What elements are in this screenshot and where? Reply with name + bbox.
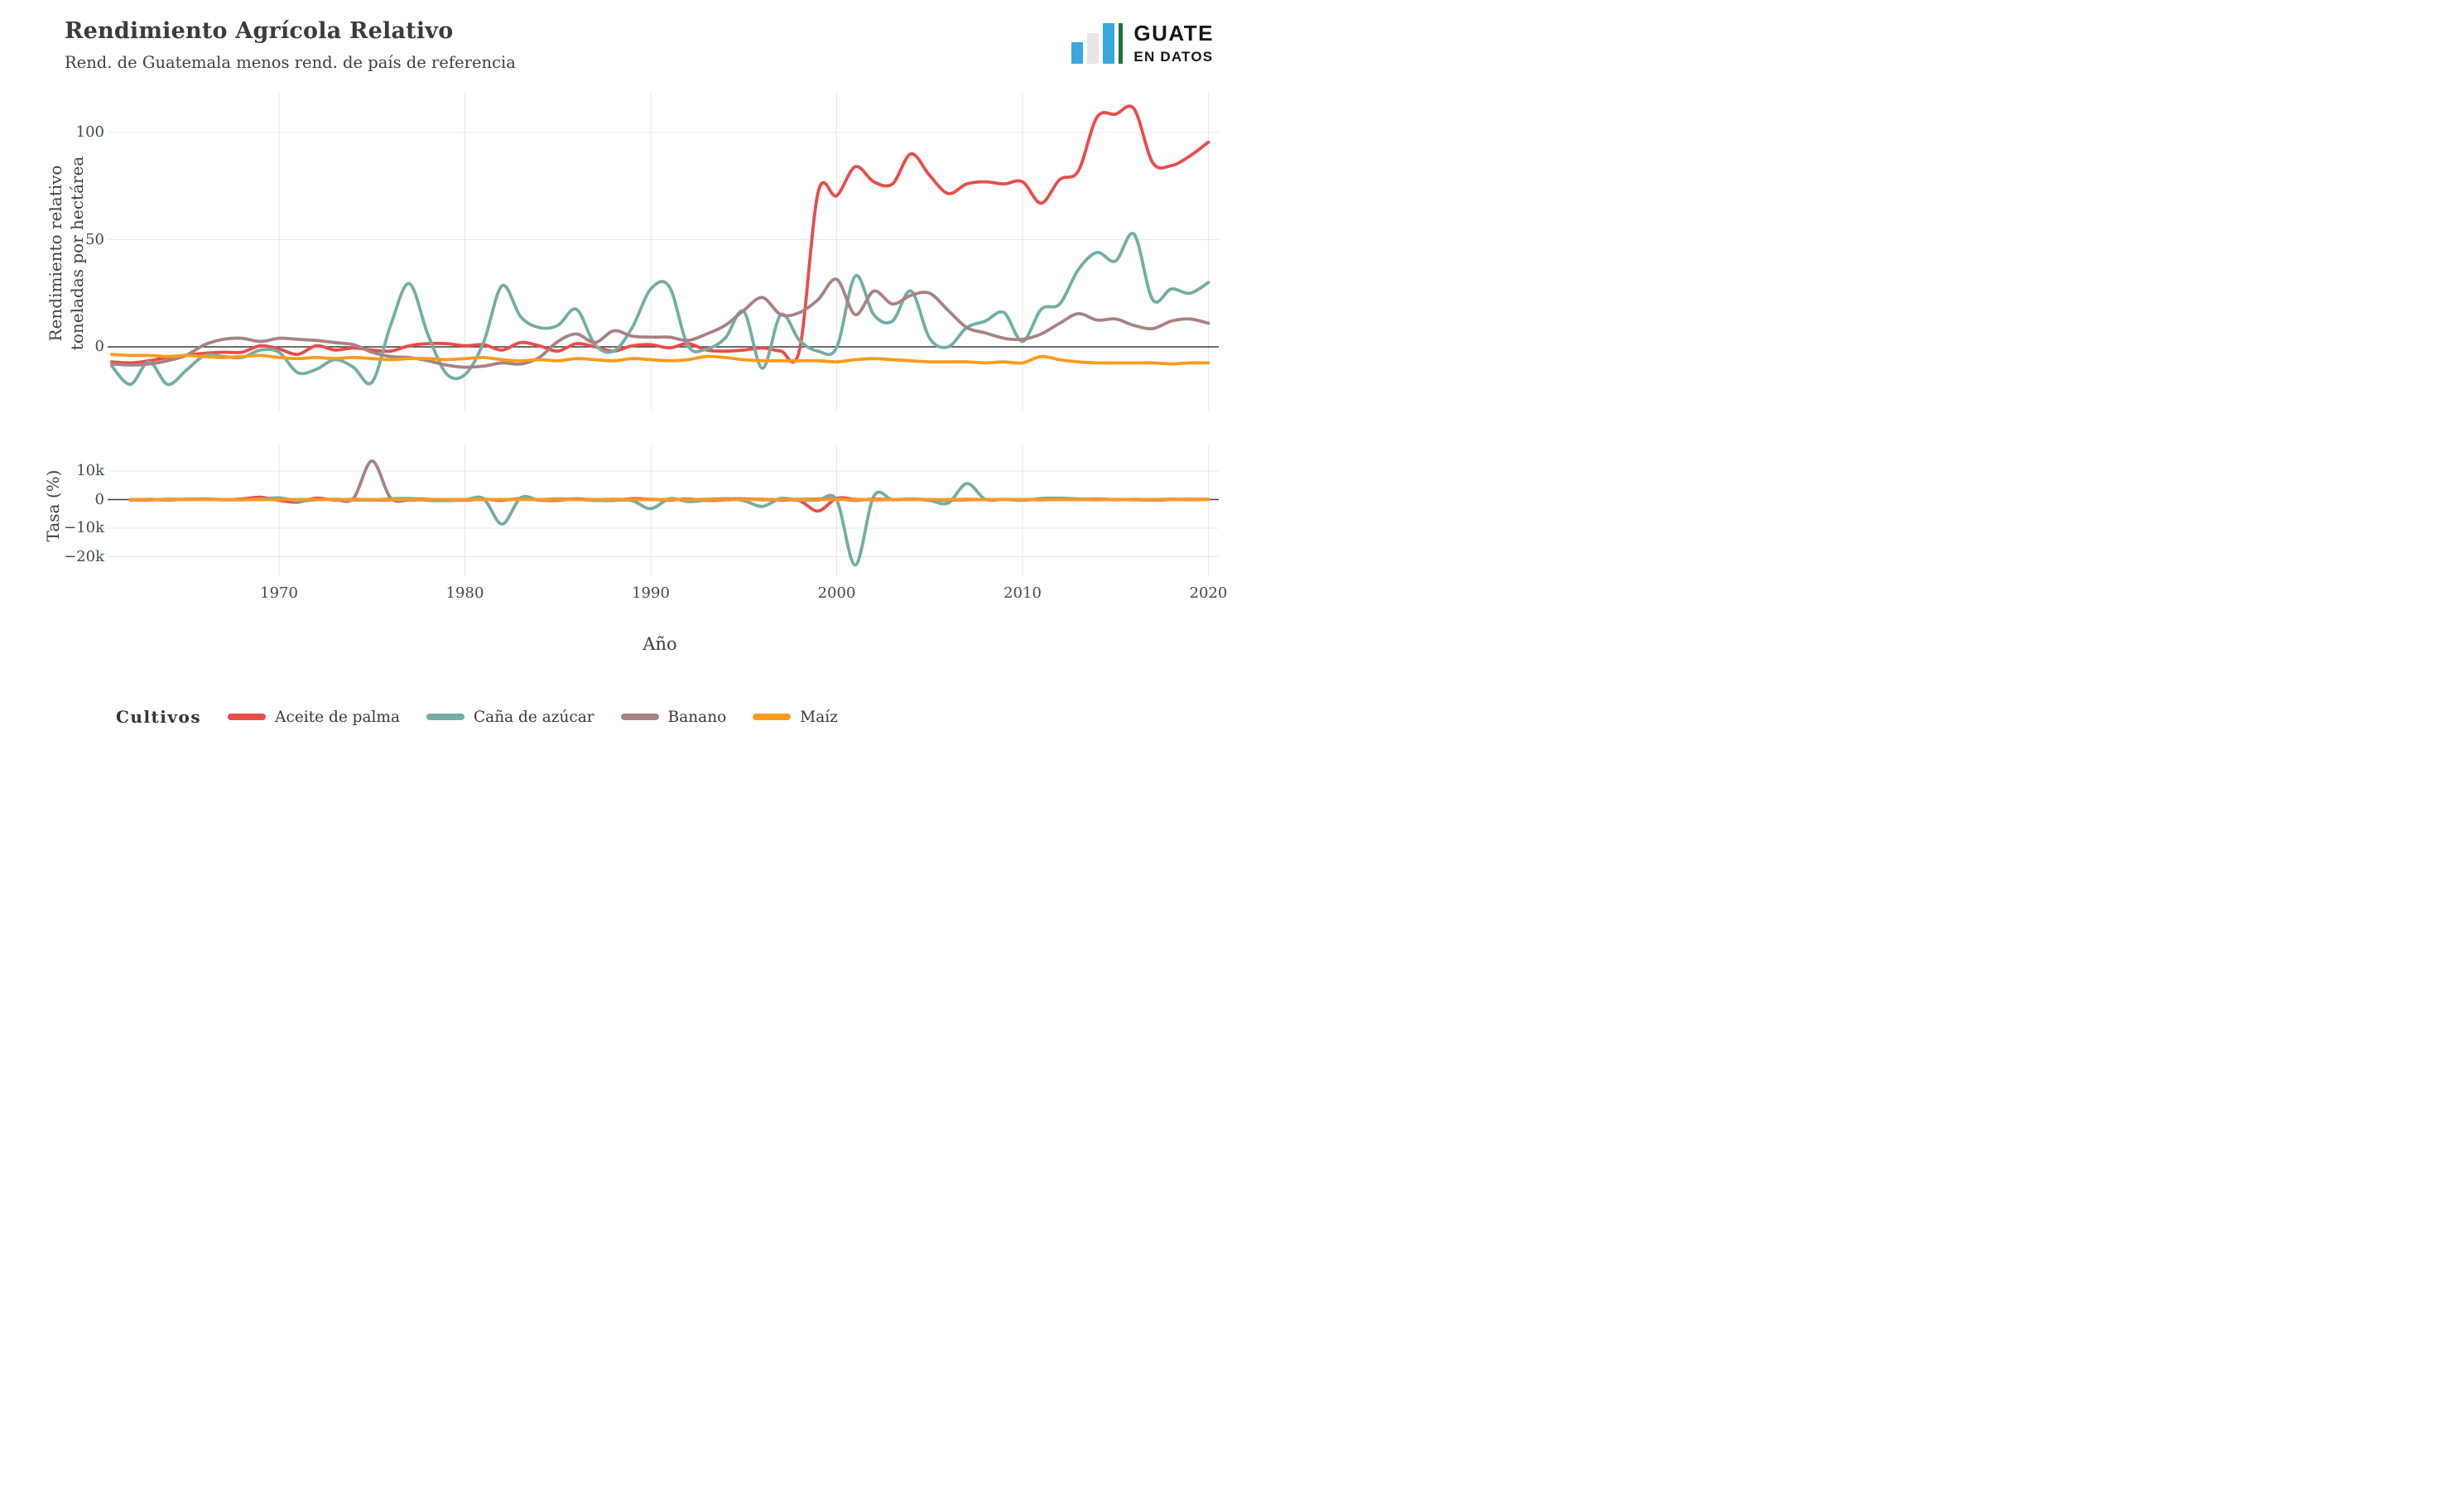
legend-item-aceite-de-palma[interactable]: Aceite de palma bbox=[228, 709, 400, 726]
legend-swatch bbox=[753, 714, 792, 720]
x-tick-2000: 2000 bbox=[817, 584, 856, 602]
legend-item-ca-a-de-az-car[interactable]: Caña de azúcar bbox=[426, 709, 594, 726]
legend-label: Aceite de palma bbox=[275, 708, 401, 726]
legend-label: Banano bbox=[667, 708, 727, 726]
legend-item-ma-z[interactable]: Maíz bbox=[753, 709, 838, 726]
legend-swatch bbox=[426, 714, 465, 720]
series-ma-z-top[interactable] bbox=[110, 353, 1210, 366]
x-axis-title: Año bbox=[642, 634, 677, 654]
y-axis-title-line2: toneladas por hectárea bbox=[67, 156, 87, 351]
logo-text-line2: EN DATOS bbox=[1133, 49, 1214, 65]
legend-label: Maíz bbox=[800, 708, 838, 726]
series-banano-top[interactable] bbox=[110, 277, 1210, 369]
top-chart[interactable] bbox=[108, 93, 1219, 411]
top-y-tick-50: 50 bbox=[85, 230, 104, 248]
page-subtitle: Rend. de Guatemala menos rend. de país d… bbox=[65, 53, 516, 72]
x-tick-1980: 1980 bbox=[445, 584, 484, 602]
legend-swatch bbox=[620, 714, 659, 720]
bottom-y-tick-−20k: −20k bbox=[64, 547, 104, 565]
guate-en-datos-logo: GUATE EN DATOS bbox=[1071, 21, 1214, 65]
logo-text-line1: GUATE bbox=[1133, 21, 1214, 46]
top-chart-y-axis-title: Rendimiento relativo toneladas por hectá… bbox=[45, 104, 88, 402]
bottom-y-tick-0: 0 bbox=[94, 490, 104, 508]
legend-swatch bbox=[228, 714, 267, 720]
bottom-y-tick-10k: 10k bbox=[76, 462, 104, 479]
series-aceite-de-palma-top[interactable] bbox=[110, 104, 1210, 365]
logo-bar-small bbox=[1071, 42, 1084, 64]
top-y-tick-100: 100 bbox=[75, 123, 104, 141]
legend-label: Caña de azúcar bbox=[474, 708, 594, 726]
logo-text: GUATE EN DATOS bbox=[1133, 21, 1214, 65]
legend-item-banano[interactable]: Banano bbox=[620, 708, 727, 726]
page-title: Rendimiento Agrícola Relativo bbox=[65, 18, 454, 44]
x-tick-1990: 1990 bbox=[632, 584, 670, 602]
top-y-tick-0: 0 bbox=[94, 338, 104, 355]
logo-bar-medium bbox=[1087, 33, 1100, 64]
series-banano-bottom[interactable] bbox=[128, 459, 1210, 503]
legend: Cultivos Aceite de palma Caña de azúcar Ba… bbox=[116, 707, 838, 727]
bottom-y-tick-−10k: −10k bbox=[64, 519, 104, 536]
logo-bar-large bbox=[1103, 23, 1115, 64]
x-tick-2010: 2010 bbox=[1003, 584, 1042, 602]
series-ca-a-de-az-car-bottom[interactable] bbox=[128, 482, 1210, 567]
x-tick-2020: 2020 bbox=[1189, 584, 1228, 602]
y-axis-title-line1: Rendimiento relativo bbox=[46, 165, 65, 342]
chart-canvas[interactable] bbox=[0, 0, 1232, 745]
logo-green-divider bbox=[1119, 23, 1124, 64]
x-tick-1970: 1970 bbox=[260, 584, 298, 602]
legend-title: Cultivos bbox=[116, 707, 202, 727]
bottom-chart[interactable] bbox=[108, 445, 1219, 576]
